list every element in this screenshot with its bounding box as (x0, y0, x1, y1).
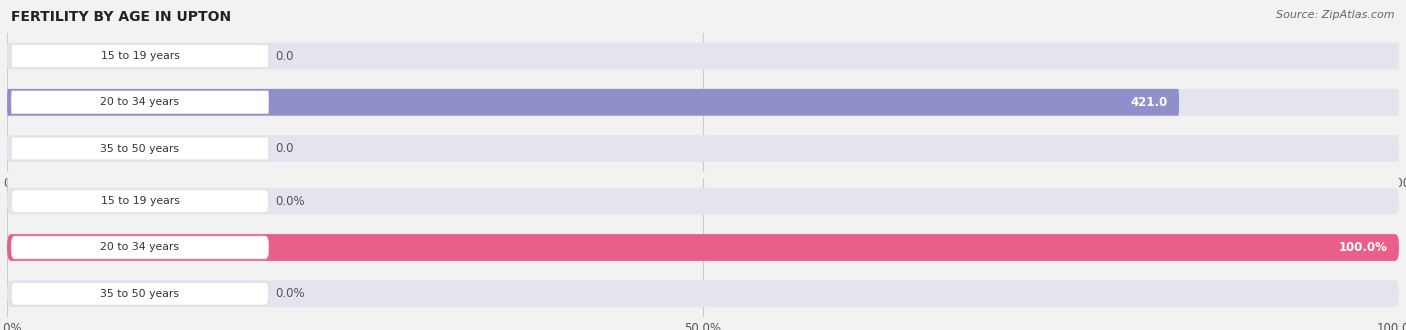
FancyBboxPatch shape (11, 236, 269, 259)
FancyBboxPatch shape (7, 188, 1399, 215)
FancyBboxPatch shape (11, 137, 269, 160)
FancyBboxPatch shape (7, 43, 1399, 70)
Text: 20 to 34 years: 20 to 34 years (100, 243, 180, 252)
FancyBboxPatch shape (11, 282, 269, 305)
Text: 0.0%: 0.0% (276, 195, 305, 208)
Text: 0.0: 0.0 (276, 50, 294, 63)
FancyBboxPatch shape (7, 280, 1399, 307)
Text: FERTILITY BY AGE IN UPTON: FERTILITY BY AGE IN UPTON (11, 10, 232, 24)
Text: 35 to 50 years: 35 to 50 years (100, 144, 180, 153)
Text: 15 to 19 years: 15 to 19 years (100, 51, 180, 61)
FancyBboxPatch shape (11, 45, 269, 68)
Text: 421.0: 421.0 (1130, 96, 1168, 109)
FancyBboxPatch shape (11, 91, 269, 114)
FancyBboxPatch shape (7, 135, 1399, 162)
Text: 15 to 19 years: 15 to 19 years (100, 196, 180, 206)
Text: 100.0%: 100.0% (1339, 241, 1388, 254)
FancyBboxPatch shape (7, 234, 1399, 261)
Text: Source: ZipAtlas.com: Source: ZipAtlas.com (1277, 10, 1395, 20)
FancyBboxPatch shape (7, 234, 1399, 261)
FancyBboxPatch shape (11, 190, 269, 213)
Text: 20 to 34 years: 20 to 34 years (100, 97, 180, 107)
FancyBboxPatch shape (7, 89, 1399, 116)
Text: 0.0%: 0.0% (276, 287, 305, 300)
Text: 0.0: 0.0 (276, 142, 294, 155)
FancyBboxPatch shape (7, 89, 1180, 116)
Text: 35 to 50 years: 35 to 50 years (100, 289, 180, 299)
